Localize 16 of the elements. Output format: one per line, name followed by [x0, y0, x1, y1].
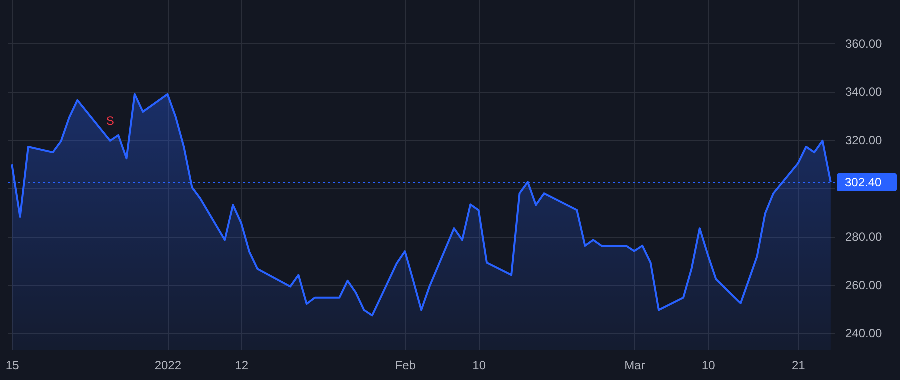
x-tick-label: 10: [702, 358, 716, 372]
annotation: S: [106, 114, 114, 128]
y-tick-label: 260.00: [846, 278, 883, 292]
y-tick-label: 320.00: [846, 134, 883, 148]
y-tick-label: 340.00: [846, 85, 883, 100]
y-tick-label: 360.00: [846, 36, 883, 51]
x-tick-label: Feb: [395, 358, 416, 372]
y-tick-label: 240.00: [846, 326, 883, 341]
x-tick-label: 21: [792, 358, 806, 372]
x-tick-label: 15: [6, 358, 20, 372]
ref-line-label: 302.40: [845, 175, 882, 190]
x-tick-label: 12: [235, 358, 249, 372]
x-tick-label: 10: [472, 358, 486, 372]
x-tick-label: Mar: [624, 358, 646, 372]
y-tick-label: 280.00: [846, 230, 883, 244]
x-tick-label: 2022: [154, 358, 182, 372]
